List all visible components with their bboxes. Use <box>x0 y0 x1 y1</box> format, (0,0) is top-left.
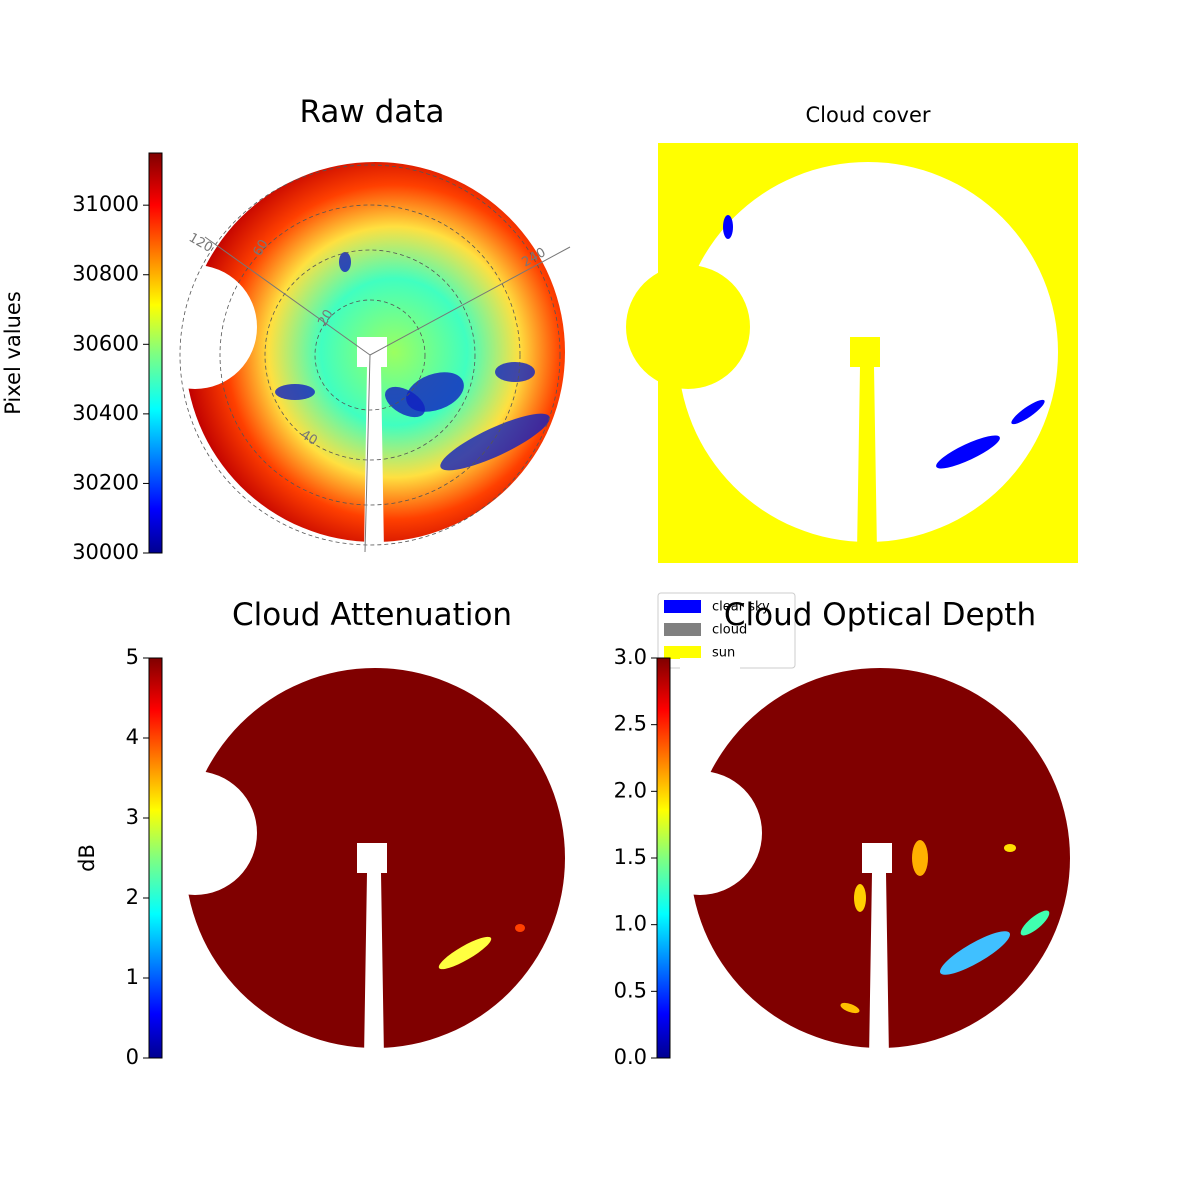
cloud-patch <box>723 215 733 239</box>
cloud-patch <box>940 931 1010 975</box>
colorbar <box>148 152 163 554</box>
mask-stem <box>357 843 387 1058</box>
mask-top <box>175 152 235 197</box>
panel-title: Raw data <box>300 94 445 130</box>
mask-top <box>175 658 235 703</box>
colorbar-tick-label: 0.5 <box>614 978 647 1002</box>
colorbar-tick-label: 1.0 <box>614 912 647 936</box>
panel: Cloud Attenuation 0 1 2 3 4 5 dB <box>75 597 565 1069</box>
mask-stem <box>862 843 892 1058</box>
colorbar-tick-label: 2.5 <box>614 712 647 736</box>
mask-notch <box>133 265 257 389</box>
mask-top <box>668 152 728 197</box>
colorbar-tick-label: 2 <box>126 885 139 909</box>
polar-axis <box>364 354 371 553</box>
mask-stem <box>357 337 387 552</box>
colorbar-tick-label: 30400 <box>72 401 139 425</box>
colorbar-tick-label: 3 <box>126 805 139 829</box>
cloud-patch <box>440 413 550 471</box>
mask-notch <box>133 771 257 895</box>
mask-stem <box>850 337 880 552</box>
polar-ring <box>219 204 521 506</box>
polar-label: 120 <box>186 230 215 255</box>
cloud-patch <box>854 884 866 912</box>
colorbar-tick-label: 0 <box>126 1045 139 1069</box>
colorbar-tick-label: 3.0 <box>614 645 647 669</box>
polar-ring <box>179 164 561 546</box>
legend-swatch <box>664 646 701 659</box>
polar-axis <box>204 236 371 356</box>
colorbar-tick-label: 30600 <box>72 331 139 355</box>
cloud-patch <box>1020 910 1050 936</box>
colorbar-label: Pixel values <box>1 291 25 415</box>
mask-notch <box>626 265 750 389</box>
cloud-patch <box>515 924 525 932</box>
mask-top <box>680 658 740 703</box>
legend-swatch <box>664 623 701 636</box>
cloud-patch <box>1011 399 1045 425</box>
cloud-patch <box>275 384 315 400</box>
colorbar-tick-label: 5 <box>126 645 139 669</box>
colorbar-tick-label: 30800 <box>72 262 139 286</box>
colorbar-tick-label: 2.0 <box>614 778 647 802</box>
cloud-patch <box>840 1002 860 1014</box>
colorbar-tick-label: 1.5 <box>614 845 647 869</box>
cloud-patch <box>339 252 351 272</box>
colorbar-tick-label: 0.0 <box>614 1045 647 1069</box>
cloud-patch <box>936 435 1000 469</box>
polar-ring <box>264 249 476 461</box>
panel: Cloud Optical Depth 0.0 0.5 1.0 1.5 2.0 2.5 3.0 <box>614 597 1070 1069</box>
colorbar <box>148 657 163 1059</box>
legend-label: clear sky <box>712 600 770 615</box>
colorbar-tick-label: 30000 <box>72 540 139 564</box>
cloud-patch <box>912 840 928 876</box>
cloud-patch <box>1004 844 1016 852</box>
legend-label: sun <box>712 646 735 661</box>
colorbar-label: dB <box>75 844 99 872</box>
panel-title: Cloud Attenuation <box>232 597 512 633</box>
cloud-patch <box>495 362 535 382</box>
legend-label: cloud <box>712 623 747 638</box>
polar-axis <box>369 246 571 356</box>
colorbar-tick-label: 30200 <box>72 470 139 494</box>
cloud-patch <box>438 936 492 970</box>
panel: Cloud cover clear sky cloud sun <box>626 103 1078 669</box>
panel-title: Cloud Optical Depth <box>724 597 1036 633</box>
colorbar-tick-label: 1 <box>126 965 139 989</box>
polar-label: 20 <box>315 307 336 329</box>
cloud-patch <box>385 386 425 418</box>
polar-label: 60 <box>250 237 271 259</box>
panel-title: Cloud cover <box>805 103 930 127</box>
legend-swatch <box>664 600 701 613</box>
polar-label: 40 <box>298 427 320 448</box>
colorbar-tick-label: 4 <box>126 725 139 749</box>
colorbar-tick-label: 31000 <box>72 192 139 216</box>
polar-ring <box>314 299 426 411</box>
colorbar <box>656 657 671 1059</box>
